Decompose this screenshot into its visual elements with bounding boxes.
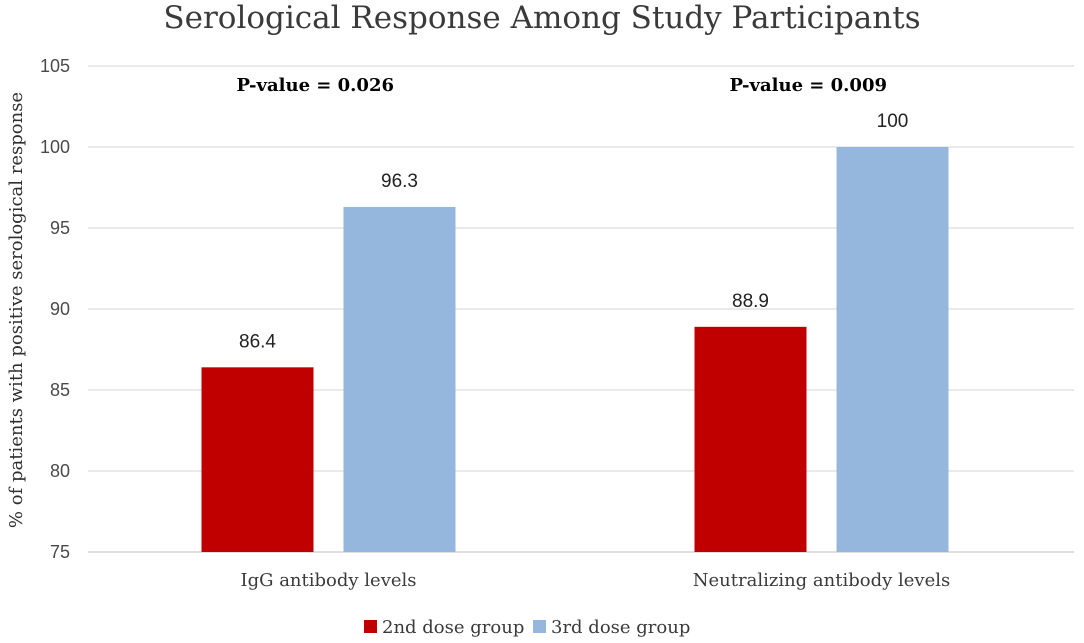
p-value-annotation: P-value = 0.009 xyxy=(730,75,888,96)
y-axis-ticks: 75 80 85 90 95 100 105 xyxy=(40,56,70,562)
y-tick-label: 95 xyxy=(50,218,70,238)
category-label: Neutralizing antibody levels xyxy=(693,570,950,591)
legend-swatch xyxy=(364,620,377,633)
data-labels: 86.4 96.3 88.9 100 xyxy=(239,111,908,352)
bars xyxy=(201,147,949,552)
p-value-annotation: P-value = 0.026 xyxy=(237,75,395,96)
data-label: 86.4 xyxy=(239,331,276,352)
y-tick-label: 105 xyxy=(40,56,70,76)
y-axis-label: % of patients with positive serological … xyxy=(6,92,27,528)
category-label: IgG antibody levels xyxy=(240,570,416,591)
legend-swatch xyxy=(533,620,546,633)
data-label: 100 xyxy=(877,111,909,132)
y-tick-label: 100 xyxy=(40,137,70,157)
data-label: 88.9 xyxy=(732,291,769,312)
bar-3rd-dose-igg xyxy=(343,206,456,552)
legend-label: 2nd dose group xyxy=(382,617,524,638)
y-tick-label: 75 xyxy=(50,542,70,562)
y-tick-label: 85 xyxy=(50,380,70,400)
bar-2nd-dose-neutralizing xyxy=(694,326,807,552)
y-tick-label: 80 xyxy=(50,461,70,481)
chart-title: Serological Response Among Study Partici… xyxy=(163,0,920,36)
annotations: P-value = 0.026 P-value = 0.009 xyxy=(237,75,888,96)
legend-label: 3rd dose group xyxy=(551,617,690,638)
legend: 2nd dose group 3rd dose group xyxy=(364,617,690,638)
data-label: 96.3 xyxy=(381,171,418,192)
category-labels: IgG antibody levels Neutralizing antibody… xyxy=(240,570,950,591)
bar-2nd-dose-igg xyxy=(201,367,314,552)
y-tick-label: 90 xyxy=(50,299,70,319)
bar-3rd-dose-neutralizing xyxy=(836,147,949,552)
